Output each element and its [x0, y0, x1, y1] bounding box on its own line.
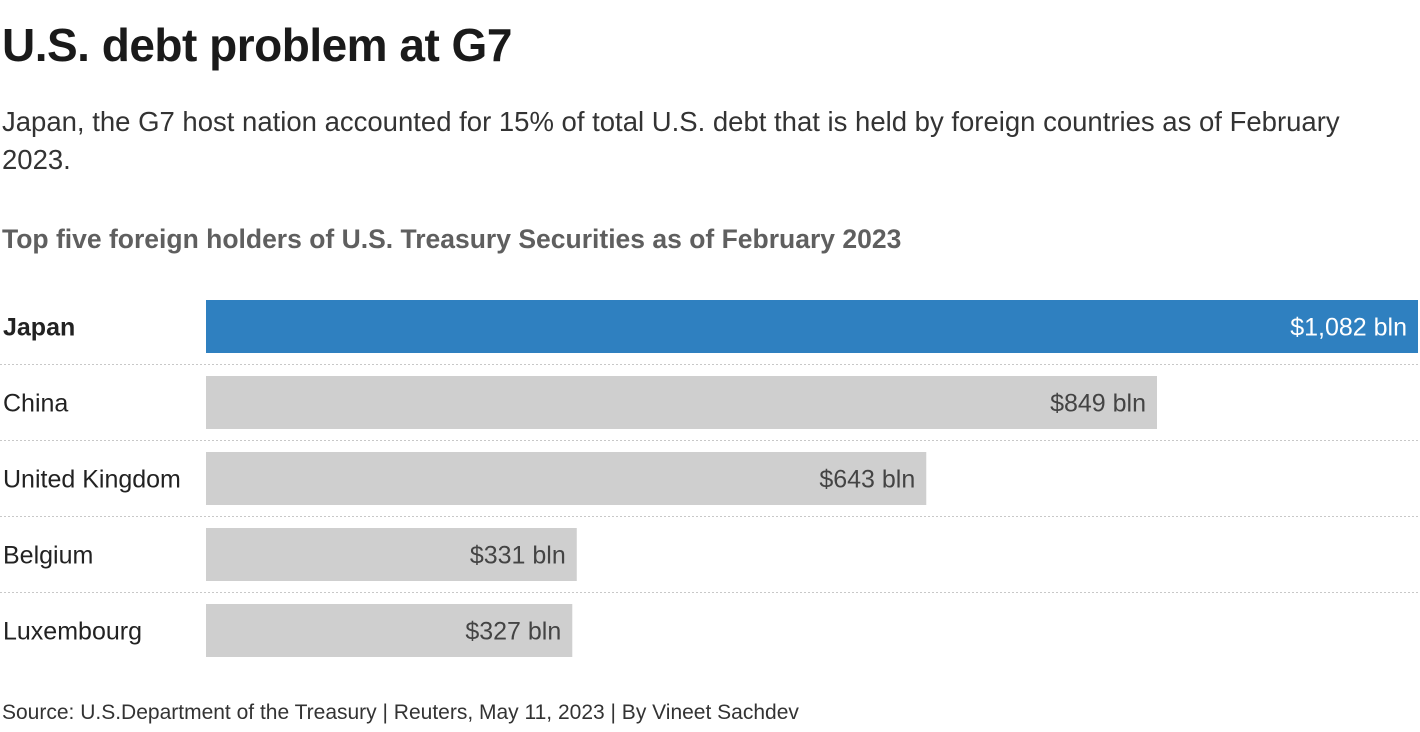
- bar-japan: [206, 300, 1418, 353]
- value-label-luxembourg: $327 bln: [465, 618, 561, 646]
- category-label-luxembourg: Luxembourg: [3, 618, 142, 646]
- value-label-belgium: $331 bln: [470, 542, 566, 570]
- category-label-china: China: [3, 390, 68, 418]
- value-label-japan: $1,082 bln: [1290, 314, 1407, 342]
- chart-title-main: U.S. debt problem at G7: [2, 19, 512, 71]
- bar-chart: Japan $1,082 bln China $849 bln United Kingd…: [0, 300, 1420, 657]
- value-label-united-kingdom: $643 bln: [819, 466, 915, 494]
- chart-heading: Top five foreign holders of U.S. Treasur…: [2, 224, 902, 254]
- bar-belgium: [206, 528, 577, 581]
- value-label-china: $849 bln: [1050, 390, 1146, 418]
- bar-luxembourg: [206, 604, 573, 657]
- bar-china: [206, 376, 1158, 429]
- category-label-united-kingdom: United Kingdom: [3, 466, 181, 494]
- chart-subtitle: Japan, the G7 host nation accounted for …: [2, 106, 1340, 175]
- category-label-belgium: Belgium: [3, 542, 93, 570]
- category-label-japan: Japan: [3, 314, 75, 342]
- source-footer: Source: U.S.Department of the Treasury |…: [2, 701, 799, 724]
- bar-united-kingdom: [206, 452, 927, 505]
